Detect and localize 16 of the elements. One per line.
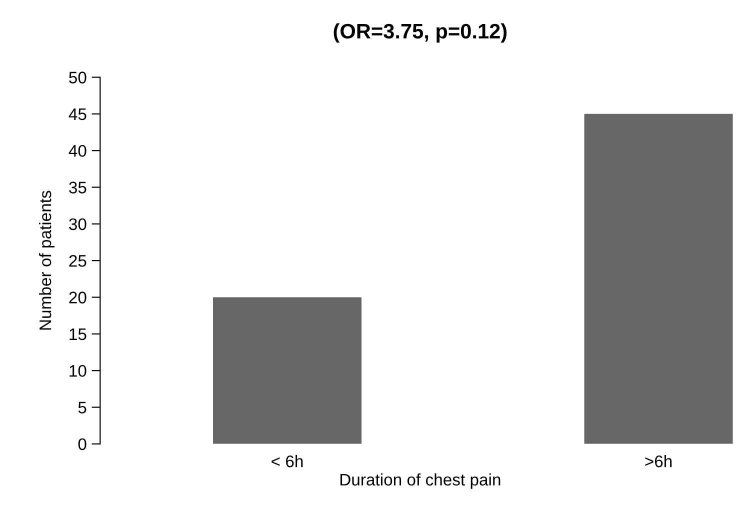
y-tick-label: 30: [69, 218, 86, 230]
y-tick-label: 40: [68, 144, 86, 157]
y-axis-title: Number of patients: [38, 190, 55, 330]
y-tick-label: 10: [70, 364, 86, 377]
y-tick-label: 20: [69, 292, 86, 304]
x-axis-title: Duration of chest pain: [340, 473, 500, 489]
y-tick-label: 0: [78, 438, 86, 450]
chart-title: (OR=3.75, p=0.12): [334, 23, 507, 43]
x-tick-label: < 6h: [272, 455, 303, 468]
x-tick-label: >6h: [645, 455, 672, 468]
y-tick-label: 5: [78, 402, 86, 414]
y-tick-label: 15: [70, 328, 86, 340]
y-tick-label: 25: [69, 254, 86, 267]
y-tick-label: 50: [69, 72, 86, 84]
y-tick-label: 35: [69, 182, 86, 194]
y-tick-label: 45: [68, 108, 86, 120]
